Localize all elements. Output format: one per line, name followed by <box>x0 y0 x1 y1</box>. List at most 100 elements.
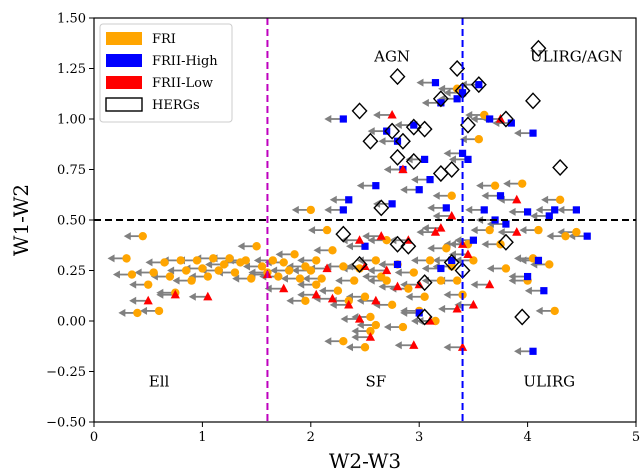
fri-point <box>176 256 185 265</box>
frii-low-point <box>457 342 468 351</box>
fri-point <box>420 292 429 301</box>
frii-high-point <box>339 115 347 123</box>
frii-high-point <box>448 256 456 264</box>
region-label: SF <box>365 373 386 391</box>
frii-high-point <box>540 287 548 295</box>
x-tick-label: 1 <box>198 430 206 445</box>
fri-point <box>555 195 565 204</box>
fri-point <box>149 268 158 277</box>
herg-marker <box>362 132 379 150</box>
x-axis-ticks: 0 1 2 3 4 5 <box>90 422 640 445</box>
frii-high-point <box>551 206 559 214</box>
frii-high-point <box>480 206 488 214</box>
fri-point <box>306 205 315 215</box>
y-axis-label: W1-W2 <box>9 184 33 256</box>
legend-label: HERGs <box>152 98 200 113</box>
fri-point <box>209 254 218 263</box>
fri-point <box>442 244 451 253</box>
fri-point <box>490 181 500 190</box>
frii-high-point <box>572 206 580 214</box>
frii-low-point <box>425 316 435 325</box>
fri-point <box>214 266 223 275</box>
fri-point <box>127 270 137 279</box>
frii-low-point <box>311 289 321 299</box>
legend-label: FRII-High <box>152 54 218 69</box>
herg-marker <box>389 235 406 253</box>
region-label: Ell <box>149 373 170 391</box>
y-tick-label: 1.25 <box>57 62 86 77</box>
fri-point <box>317 274 326 283</box>
fri-point <box>257 262 267 271</box>
y-tick-label: 1.50 <box>57 12 86 27</box>
herg-marker <box>497 233 514 251</box>
legend-label: FRI <box>152 32 176 47</box>
y-tick-label: 0.75 <box>57 163 86 178</box>
herg-marker <box>389 68 406 86</box>
fri-point <box>301 296 310 305</box>
fri-point <box>328 246 337 255</box>
fri-point <box>371 320 381 330</box>
frii-high-point <box>534 256 543 264</box>
y-tick-label: −0.50 <box>46 416 86 431</box>
frii-high-point <box>410 121 418 129</box>
fri-point <box>225 254 234 263</box>
frii-high-point <box>372 182 380 190</box>
frii-high-point <box>453 95 461 103</box>
fri-point <box>203 272 213 281</box>
fri-point <box>371 256 381 265</box>
frii-high-point <box>529 129 537 137</box>
fri-point <box>284 266 294 275</box>
region-label: ULIRG <box>523 373 575 391</box>
frii-low-point <box>463 249 473 258</box>
fri-point <box>339 337 348 346</box>
frii-high-point <box>524 208 532 216</box>
herg-marker <box>335 225 352 243</box>
frii-low-point <box>170 289 180 299</box>
fri-point <box>534 225 543 235</box>
frii-high-point <box>393 137 402 145</box>
frii-low-point <box>382 265 392 275</box>
legend-label: FRII-Low <box>152 76 213 91</box>
fri-point <box>561 231 570 241</box>
frii-low-point <box>452 303 462 313</box>
frii-high-point <box>393 260 402 269</box>
herg-marker <box>400 237 417 255</box>
frii-low-point <box>371 295 381 305</box>
fri-point <box>409 268 418 277</box>
data-points <box>122 79 591 355</box>
fri-point <box>360 292 370 301</box>
frii-low-point <box>430 227 441 236</box>
x-tick-label: 0 <box>90 430 98 445</box>
fri-point <box>181 266 191 275</box>
frii-high-point <box>345 196 353 204</box>
y-axis-ticks: −0.50 −0.25 0.00 0.25 0.50 0.75 1.00 1.25 1.50 <box>46 12 94 431</box>
legend-swatch <box>105 97 143 112</box>
frii-low-point <box>322 263 332 273</box>
fri-point <box>360 343 370 352</box>
fri-point <box>219 260 229 269</box>
fri-point <box>485 225 494 235</box>
herg-marker <box>351 255 368 273</box>
legend-swatch <box>106 76 142 89</box>
herg-marker <box>373 199 390 217</box>
x-axis-label: W2-W3 <box>329 449 401 473</box>
frii-high-point <box>339 206 347 214</box>
herg-marker <box>443 253 460 271</box>
herg-marker <box>552 158 569 177</box>
herg-marker <box>525 92 541 110</box>
herg-marker <box>416 120 433 138</box>
frii-low-point <box>447 210 457 220</box>
frii-low-point <box>365 332 376 341</box>
fri-point <box>339 262 348 271</box>
frii-high-point <box>437 99 445 107</box>
frii-high-point <box>507 119 515 127</box>
frii-high-point <box>475 81 483 89</box>
fri-point <box>404 284 413 293</box>
frii-low-point <box>398 164 408 174</box>
frii-high-point <box>415 186 423 194</box>
frii-high-point <box>426 176 434 184</box>
fri-point <box>165 272 175 281</box>
legend: FRI FRII-High FRII-Low HERGs <box>99 23 233 123</box>
frii-low-point <box>354 313 365 323</box>
fri-point <box>425 256 435 265</box>
